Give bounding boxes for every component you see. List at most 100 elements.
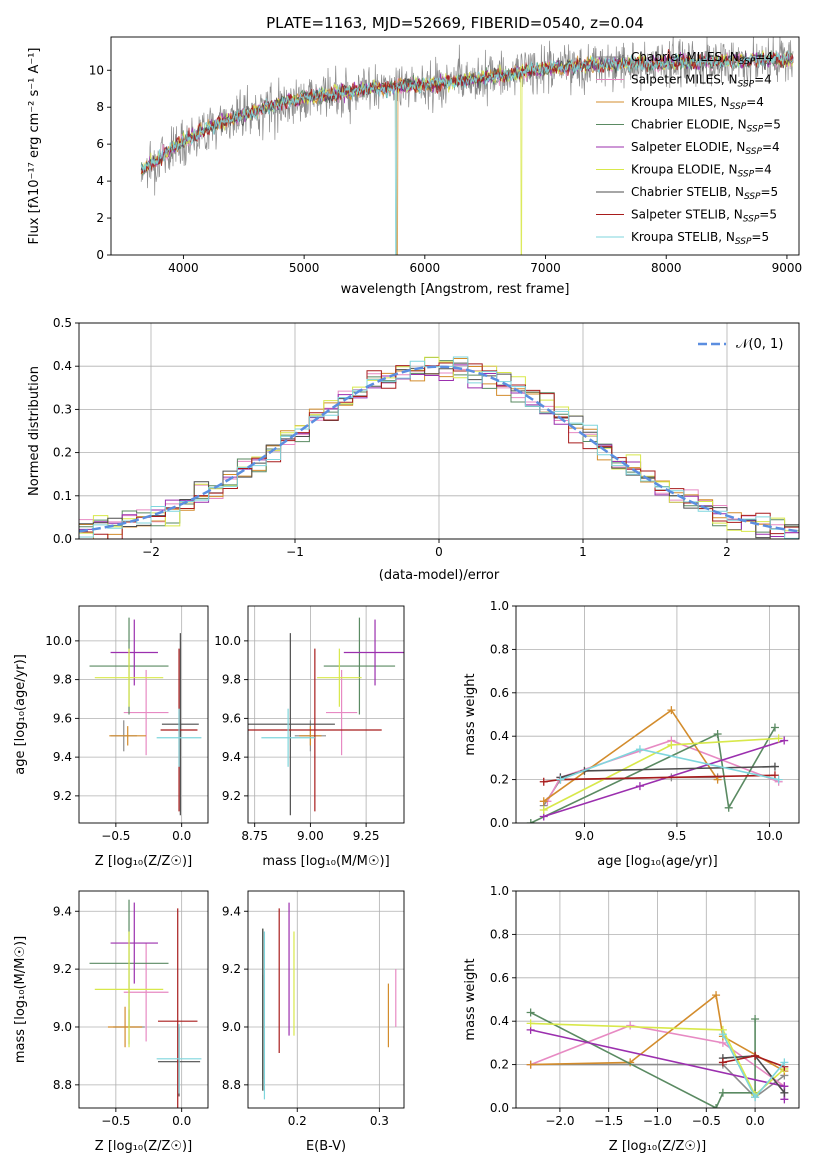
y-tick-label: 0.2 <box>53 446 72 460</box>
legend-label: Salpeter MILES, NSSP=4 <box>631 73 772 90</box>
weight-marker <box>780 736 789 745</box>
y-axis-label: Normed distribution <box>27 366 42 496</box>
legend-label: Chabrier MILES, NSSP=4 <box>631 50 773 67</box>
legend-label: Chabrier ELODIE, NSSP=5 <box>631 118 781 135</box>
axes-frame <box>78 605 209 824</box>
weight-marker <box>718 1088 727 1097</box>
x-tick-label: −0.5 <box>101 1114 130 1128</box>
weight-marker <box>635 745 644 754</box>
y-tick-label: 10.0 <box>214 634 241 648</box>
x-tick-label: 9000 <box>772 261 803 275</box>
chart-mass-vs-Z: −0.5 0.0 8.8 9.0 9.2 9.4 <box>53 890 209 1128</box>
y-tick-label: 9.6 <box>53 711 72 725</box>
legend-label: Salpeter ELODIE, NSSP=4 <box>631 140 780 157</box>
y-tick-label: 9.6 <box>222 711 241 725</box>
errorbar-point <box>343 619 404 686</box>
y-tick-label: 0.6 <box>490 686 509 700</box>
weight-marker <box>751 1051 760 1060</box>
plot-area-weight-vs-age <box>526 706 789 823</box>
plot-area-age-vs-mass <box>248 617 404 816</box>
axes-frame <box>110 36 800 256</box>
weight-line <box>530 1024 785 1087</box>
y-tick-label: 0.2 <box>490 1058 509 1072</box>
x-tick-label: −0.5 <box>101 829 130 843</box>
errorbar-point <box>109 726 147 746</box>
y-tick-label: 9.4 <box>53 750 72 764</box>
x-tick-label: 10.0 <box>756 829 783 843</box>
weight-marker <box>539 805 548 814</box>
y-tick-label: 0.8 <box>490 927 509 941</box>
x-axis-label: (data-model)/error <box>379 568 500 583</box>
chart-spectrum: 4000 5000 6000 7000 8000 9000 0 2 4 6 8 10 <box>89 36 803 275</box>
plot-area-weight-vs-Z <box>526 991 789 1108</box>
errorbar-point <box>261 708 315 767</box>
y-axis-label: mass weight <box>463 673 478 755</box>
weight-marker <box>526 1060 535 1069</box>
y-axis-label: age [log₁₀(age/yr)] <box>13 654 28 775</box>
y-tick-label: 9.2 <box>222 789 241 803</box>
axes-frame <box>78 890 209 1109</box>
y-tick-label: 10.0 <box>45 634 72 648</box>
y-tick-label: 10 <box>89 63 104 77</box>
weight-marker <box>770 723 779 732</box>
x-tick-label: −1 <box>286 545 304 559</box>
weight-marker <box>712 1104 721 1108</box>
plot-area-mass-vs-Z <box>89 899 202 1108</box>
y-tick-label: 0.0 <box>490 816 509 830</box>
weight-marker <box>780 1058 789 1067</box>
x-tick-label: 9.5 <box>667 829 686 843</box>
y-tick-label: 0 <box>96 248 104 262</box>
weight-marker <box>556 775 565 784</box>
weight-marker <box>774 775 783 784</box>
x-tick-label: −1.5 <box>594 1114 623 1128</box>
y-tick-label: 9.2 <box>53 789 72 803</box>
errorbar-point <box>107 1006 143 1048</box>
axes-frame <box>515 605 800 824</box>
chart-title: PLATE=1163, MJD=52669, FIBERID=0540, z=0… <box>266 14 644 32</box>
y-tick-label: 9.2 <box>53 962 72 976</box>
y-tick-label: 0.5 <box>53 316 72 330</box>
errorbar-point <box>323 617 396 715</box>
y-tick-label: 1.0 <box>490 884 509 898</box>
normal-curve <box>79 365 799 533</box>
x-axis-label: E(B-V) <box>306 1139 346 1154</box>
weight-marker <box>539 797 548 806</box>
y-tick-label: 8.8 <box>222 1078 241 1092</box>
errorbar-point <box>156 708 202 767</box>
y-tick-label: 0.4 <box>490 1014 509 1028</box>
errorbar-point <box>157 908 198 1108</box>
x-tick-label: 8000 <box>651 261 682 275</box>
plot-area-age-vs-Z <box>89 617 202 816</box>
x-tick-label: 9.00 <box>297 829 324 843</box>
weight-marker <box>780 1088 789 1097</box>
x-tick-label: −2 <box>142 545 160 559</box>
legend-label: Kroupa ELODIE, NSSP=4 <box>631 163 772 180</box>
x-tick-label: 0.0 <box>172 829 191 843</box>
y-tick-label: 0.6 <box>490 971 509 985</box>
y-axis-label: Flux [fλ10⁻¹⁷ erg cm⁻² s⁻¹ A⁻¹] <box>27 48 42 245</box>
plot-area-spectrum <box>140 37 794 255</box>
chart-mass-vs-ebv: 0.2 0.3 8.8 9.0 9.2 9.4 <box>222 890 405 1128</box>
x-tick-label: 0.2 <box>288 1114 307 1128</box>
weight-marker <box>526 819 535 823</box>
y-tick-label: 0.0 <box>490 1101 509 1115</box>
weight-marker <box>718 1058 727 1067</box>
weight-marker <box>626 1021 635 1030</box>
weight-marker <box>751 1015 760 1024</box>
y-tick-label: 0.0 <box>53 532 72 546</box>
y-tick-label: 0.4 <box>490 729 509 743</box>
weight-marker <box>667 706 676 715</box>
x-axis-label: age [log₁₀(age/yr)] <box>597 854 718 869</box>
legend-label: Salpeter STELIB, NSSP=5 <box>631 208 777 225</box>
errorbar-point <box>326 669 358 756</box>
x-tick-label: 5000 <box>289 261 320 275</box>
y-tick-label: 9.4 <box>222 750 241 764</box>
y-tick-label: 9.8 <box>53 673 72 687</box>
legend-label: 𝒩(0, 1) <box>736 337 783 352</box>
chart-weight-vs-age: 9.0 9.5 10.0 0.0 0.2 0.4 0.6 0.8 1.0 <box>490 599 800 843</box>
errorbar-point <box>156 1024 202 1094</box>
axes-frame <box>247 890 405 1109</box>
y-tick-label: 9.4 <box>53 904 72 918</box>
axes-frame <box>247 605 405 824</box>
weight-marker <box>635 782 644 791</box>
